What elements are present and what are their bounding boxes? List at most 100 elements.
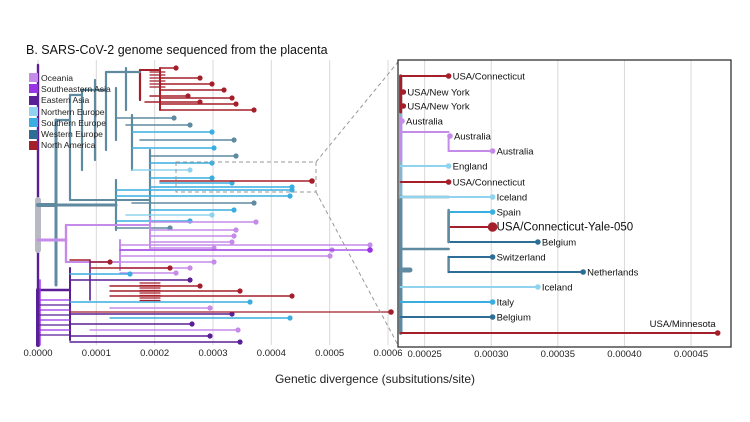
- tip-point: [173, 65, 179, 71]
- tip-point: [399, 118, 405, 124]
- x-axis-label: Genetic divergence (subsitutions/site): [274, 372, 476, 386]
- tip-point: [127, 271, 133, 277]
- tip-label: Iceland: [542, 283, 573, 294]
- tip-label: Australia: [406, 117, 444, 128]
- tip-point: [173, 270, 179, 276]
- tip-point: [171, 115, 177, 121]
- tip-point: [487, 222, 498, 232]
- tip-point: [231, 233, 237, 239]
- tick-label: 0.0002: [140, 348, 169, 359]
- tip-point: [187, 218, 193, 224]
- tip-point: [187, 122, 193, 128]
- legend-swatch: [29, 118, 38, 128]
- tick-label: 0.0003: [198, 348, 227, 359]
- tip-point: [209, 175, 215, 181]
- tip-point: [211, 145, 217, 151]
- tip-point: [233, 153, 239, 159]
- tip-point: [209, 160, 215, 166]
- tip-point: [185, 93, 191, 99]
- zoom-box: [175, 161, 317, 193]
- tip-point: [231, 137, 237, 143]
- tick-label: 0.00040: [607, 349, 641, 360]
- tip-point: [107, 259, 113, 265]
- legend-item: Western Europe: [29, 128, 111, 139]
- tip-point: [489, 194, 496, 200]
- tip-point: [207, 305, 213, 311]
- full-phylogenetic-tree: [35, 63, 394, 347]
- tip-point: [445, 73, 452, 79]
- legend-swatch: [29, 73, 38, 83]
- tip-point: [535, 239, 541, 245]
- legend-item: North America: [29, 140, 111, 151]
- legend-swatch: [29, 95, 38, 105]
- tip-label: USA/Minnesota: [650, 319, 717, 330]
- tip-point: [247, 299, 253, 305]
- tip-point: [445, 163, 452, 169]
- tip-point: [489, 148, 496, 154]
- tick-label: 0.00045: [674, 349, 708, 360]
- tip-point: [447, 133, 453, 139]
- legend-swatch: [29, 84, 38, 94]
- tip-point: [187, 265, 193, 271]
- tip-point: [187, 167, 193, 173]
- tip-point: [287, 193, 293, 199]
- tick-label: 0.00035: [541, 349, 575, 360]
- tip-point: [235, 327, 241, 333]
- legend: Oceania Southeastern Asia Eastern Asia N…: [29, 72, 111, 151]
- tick-label: 0.0006: [373, 348, 402, 359]
- tip-point: [367, 242, 373, 248]
- tip-point: [289, 184, 295, 190]
- tip-point: [489, 299, 496, 305]
- tip-label: USA/Connecticut: [453, 72, 526, 83]
- tip-label: Iceland: [497, 193, 528, 204]
- tip-point: [714, 330, 721, 336]
- tip-point: [400, 89, 407, 95]
- tip-label: Netherlands: [587, 268, 638, 279]
- tick-label: 0.0000: [23, 348, 52, 359]
- right-x-axis: 0.00025 0.00030 0.00035 0.00040 0.00045: [407, 349, 708, 360]
- legend-label: Eastern Asia: [41, 95, 90, 106]
- legend-label: Southeastern Asia: [41, 83, 111, 94]
- tip-label: Australia: [497, 147, 535, 158]
- tip-point: [211, 259, 217, 265]
- left-x-axis: 0.0000 0.0001 0.0002 0.0003 0.0004 0.0005 0.00…: [23, 348, 402, 359]
- tip-label: USA/New York: [407, 88, 470, 99]
- tip-point: [251, 107, 257, 113]
- tip-point: [535, 284, 541, 290]
- tip-point: [253, 219, 259, 225]
- tip-label: USA/New York: [407, 102, 470, 113]
- legend-label: North America: [41, 140, 96, 151]
- tip-label: England: [453, 162, 488, 173]
- legend-label: Oceania: [41, 72, 74, 83]
- tip-point: [367, 247, 373, 253]
- tip-point: [189, 321, 195, 327]
- zoomed-clade-tree: USA/Connecticut USA/New York USA/New York A…: [398, 72, 721, 336]
- tip-label: USA/Connecticut-Yale-050: [497, 222, 634, 234]
- tick-label: 0.0001: [82, 348, 111, 359]
- tick-label: 0.00025: [407, 349, 441, 360]
- tip-label: USA/Connecticut: [453, 178, 526, 189]
- tip-point: [187, 277, 193, 283]
- right-gridlines: [424, 60, 692, 347]
- tip-point: [229, 95, 235, 101]
- legend-item: Southeastern Asia: [29, 83, 111, 94]
- zoom-guide-line: [315, 191, 399, 346]
- legend-label: Western Europe: [41, 129, 103, 140]
- legend-item: Northern Europe: [29, 106, 111, 117]
- legend-label: Northern Europe: [41, 106, 105, 117]
- tip-point: [167, 265, 173, 271]
- tip-point: [197, 99, 203, 105]
- tip-point: [233, 101, 239, 107]
- tip-point: [229, 239, 235, 245]
- tip-point: [231, 207, 237, 213]
- zoom-panel-frame: [397, 59, 732, 348]
- legend-item: Oceania: [29, 72, 111, 83]
- tip-point: [445, 179, 452, 185]
- tip-label: Belgium: [497, 313, 531, 324]
- figure-title: B. SARS-CoV-2 genome sequenced from the …: [26, 43, 328, 57]
- tip-point: [309, 178, 315, 184]
- tip-point: [489, 314, 496, 320]
- tip-point: [209, 129, 215, 135]
- tick-label: 0.00030: [474, 349, 508, 360]
